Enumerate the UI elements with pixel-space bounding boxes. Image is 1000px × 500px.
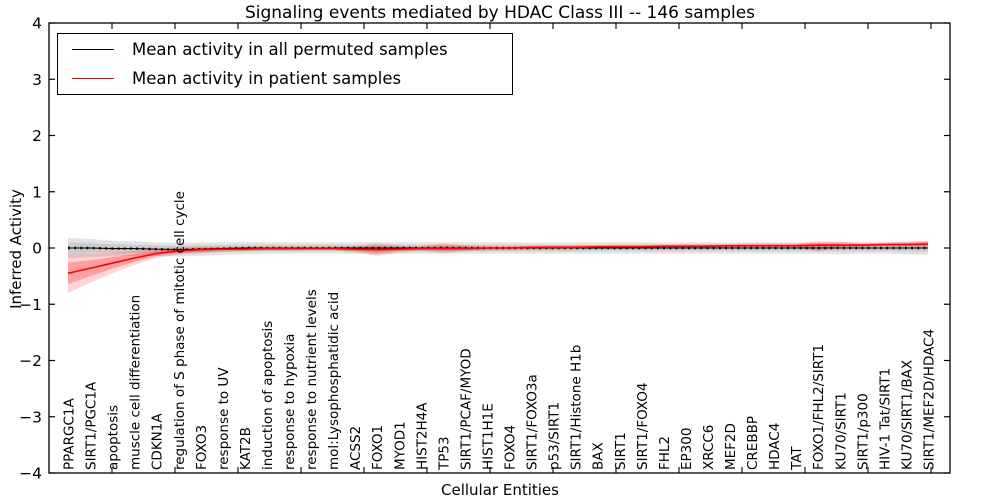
x-tick-label: SIRT1/PGC1A — [84, 381, 100, 470]
legend-label-permuted: Mean activity in all permuted samples — [132, 40, 448, 60]
x-tick-label: regulation of S phase of mitotic cell cy… — [172, 191, 188, 470]
x-tick-label: muscle cell differentiation — [128, 295, 144, 470]
permuted-line-swatch — [72, 49, 114, 51]
x-tick-label: SIRT1/PCAF/MYOD — [458, 348, 474, 470]
x-tick-label: MYOD1 — [392, 421, 408, 470]
y-tick-label: −3 — [19, 408, 42, 426]
x-tick-label: ACSS2 — [348, 426, 364, 470]
y-tick-label: 4 — [32, 15, 42, 33]
x-tick-label: response to UV — [216, 367, 232, 470]
x-tick-label: SIRT1 — [613, 432, 629, 470]
x-tick-label: KU70/SIRT1 — [833, 392, 849, 470]
x-tick-label: mol:Lysophosphatidic acid — [326, 292, 342, 470]
x-tick-label: FOXO3 — [194, 425, 210, 470]
x-tick-label: KU70/SIRT1/BAX — [899, 360, 915, 470]
legend-label-patient: Mean activity in patient samples — [132, 68, 402, 88]
x-tick-label: PPARGC1A — [62, 397, 78, 470]
y-tick-label: −4 — [19, 465, 42, 483]
x-tick-label: SIRT1/FOXO4 — [635, 383, 651, 470]
x-tick-label: HIV-1 Tat/SIRT1 — [877, 368, 893, 470]
x-tick-label: induction of apoptosis — [260, 321, 276, 470]
x-tick-label: CDKN1A — [150, 413, 166, 470]
x-tick-label: XRCC6 — [701, 425, 717, 470]
y-tick-label: 1 — [32, 183, 42, 201]
x-tick-label: SIRT1/p300 — [855, 393, 871, 470]
y-tick-label: −2 — [19, 352, 42, 370]
x-tick-label: HIST2H4A — [414, 402, 430, 470]
y-tick-label: −1 — [19, 296, 42, 314]
x-tick-label: SIRT1/MEF2D/HDAC4 — [922, 329, 938, 470]
patient-line-swatch — [72, 77, 114, 79]
legend-item-permuted: Mean activity in all permuted samples — [72, 37, 512, 63]
patient-mean-line — [67, 243, 929, 275]
x-tick-label: EP300 — [679, 428, 695, 470]
x-tick-label: TAT — [789, 446, 805, 471]
x-tick-label: MEF2D — [723, 423, 739, 470]
x-tick-label: FHL2 — [657, 436, 673, 470]
legend-item-patient: Mean activity in patient samples — [72, 65, 512, 91]
y-axis-label: Inferred Activity — [7, 189, 25, 309]
patient-band-inner — [68, 242, 928, 285]
x-axis-label: Cellular Entities — [441, 481, 559, 499]
x-tick-label: HIST1H1E — [480, 403, 496, 470]
x-tick-label: response to hypoxia — [282, 334, 298, 470]
x-tick-label: apoptosis — [106, 405, 122, 470]
x-tick-label: FOXO1 — [370, 425, 386, 470]
legend-box: Mean activity in all permuted samples Me… — [57, 33, 513, 95]
chart-title: Signaling events mediated by HDAC Class … — [244, 3, 756, 23]
x-tick-label: HDAC4 — [767, 423, 783, 470]
x-tick-label: p53/SIRT1 — [547, 402, 563, 470]
x-tick-label: FOXO4 — [503, 425, 519, 470]
x-tick-label: SIRT1/FOXO3a — [525, 374, 541, 470]
x-tick-label: KAT2B — [238, 427, 254, 470]
y-tick-label: 0 — [32, 240, 42, 258]
x-tick-label: CREBBP — [745, 416, 761, 470]
y-tick-label: 3 — [32, 71, 42, 89]
x-tick-label: FOXO1/FHL2/SIRT1 — [811, 344, 827, 470]
y-tick-label: 2 — [32, 127, 42, 145]
x-tick-label: response to nutrient levels — [304, 289, 320, 470]
x-tick-label: BAX — [591, 442, 607, 470]
x-tick-label: TP53 — [436, 436, 452, 471]
x-tick-label: SIRT1/Histone H1b — [569, 345, 585, 470]
